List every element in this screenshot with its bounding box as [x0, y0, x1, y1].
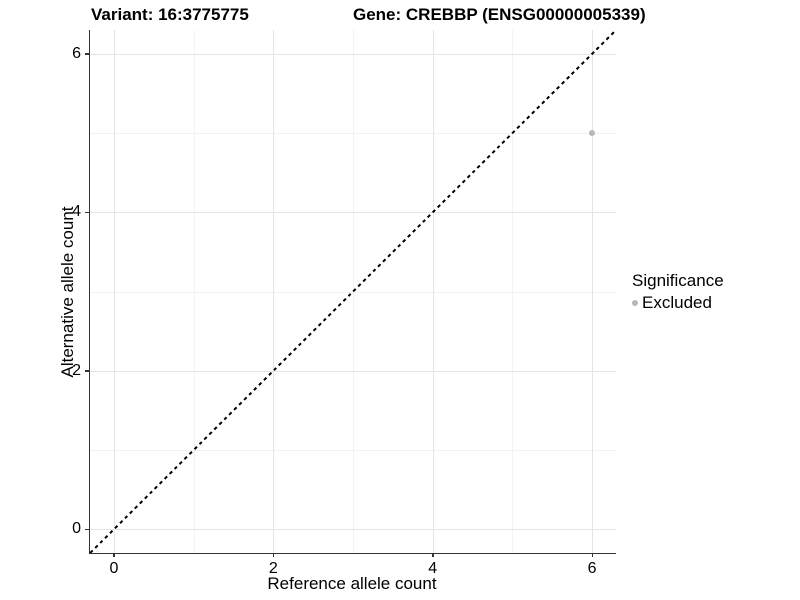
x-major-gridline [592, 30, 594, 553]
x-tick-label: 0 [109, 560, 119, 577]
gene-title: Gene: CREBBP (ENSG00000005339) [353, 5, 646, 24]
y-axis-tick [84, 528, 89, 531]
y-axis-tick [84, 211, 89, 214]
y-axis-tick [84, 370, 89, 372]
y-axis-title: Alternative allele count [58, 206, 77, 378]
x-axis-tick [591, 553, 594, 557]
plot-panel: 0 2 4 6 0 2 4 6 [72, 29, 617, 577]
legend-item-label: Excluded [642, 293, 712, 312]
y-major-gridline [90, 212, 616, 214]
y-tick-label: 4 [72, 203, 81, 221]
x-tick-label: 4 [428, 560, 438, 577]
y-axis-tick [84, 53, 89, 55]
x-axis-tick [432, 553, 434, 557]
variant-title: Variant: 16:3775775 [91, 5, 249, 24]
x-major-gridline [432, 30, 434, 553]
legend: Significance Excluded [632, 271, 724, 313]
data-point [589, 130, 596, 136]
y-major-gridline [90, 529, 616, 531]
y-major-gridline [90, 53, 616, 55]
y-tick-label: 0 [72, 520, 81, 538]
y-minor-gridline [90, 449, 616, 451]
y-major-gridline [90, 370, 616, 372]
excluded-point-icon [632, 300, 638, 306]
legend-title: Significance [632, 271, 724, 290]
y-tick-label: 2 [72, 361, 81, 379]
x-major-gridline [273, 30, 275, 553]
x-major-gridline [113, 30, 115, 553]
x-tick-label: 2 [268, 560, 278, 577]
x-axis-title: Reference allele count [267, 574, 437, 593]
x-tick-label: 6 [587, 560, 597, 577]
x-axis-tick [272, 553, 275, 557]
y-minor-gridline [90, 133, 616, 134]
legend-item-excluded: Excluded [632, 293, 724, 313]
x-axis-tick [113, 553, 115, 557]
y-tick-label: 6 [72, 44, 81, 62]
